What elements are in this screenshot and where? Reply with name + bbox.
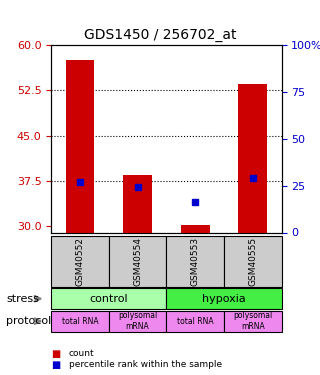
Text: count: count bbox=[69, 350, 94, 358]
Text: GDS1450 / 256702_at: GDS1450 / 256702_at bbox=[84, 28, 236, 42]
Text: stress: stress bbox=[6, 294, 39, 304]
Bar bbox=[238, 84, 267, 232]
Text: hypoxia: hypoxia bbox=[202, 294, 246, 304]
Text: protocol: protocol bbox=[6, 316, 52, 326]
Text: ■: ■ bbox=[51, 350, 60, 360]
Text: total RNA: total RNA bbox=[177, 316, 213, 326]
Text: polysomal
mRNA: polysomal mRNA bbox=[118, 312, 157, 331]
Text: GSM40552: GSM40552 bbox=[76, 237, 84, 286]
Text: ■: ■ bbox=[51, 360, 60, 370]
Bar bbox=[181, 225, 210, 232]
Text: GSM40554: GSM40554 bbox=[133, 237, 142, 286]
Text: GSM40553: GSM40553 bbox=[191, 237, 200, 286]
Bar bbox=[66, 60, 94, 232]
Text: polysomal
mRNA: polysomal mRNA bbox=[233, 312, 272, 331]
Bar bbox=[123, 175, 152, 232]
Text: percentile rank within the sample: percentile rank within the sample bbox=[69, 360, 222, 369]
Text: control: control bbox=[90, 294, 128, 304]
Text: total RNA: total RNA bbox=[62, 316, 98, 326]
Text: GSM40555: GSM40555 bbox=[248, 237, 257, 286]
